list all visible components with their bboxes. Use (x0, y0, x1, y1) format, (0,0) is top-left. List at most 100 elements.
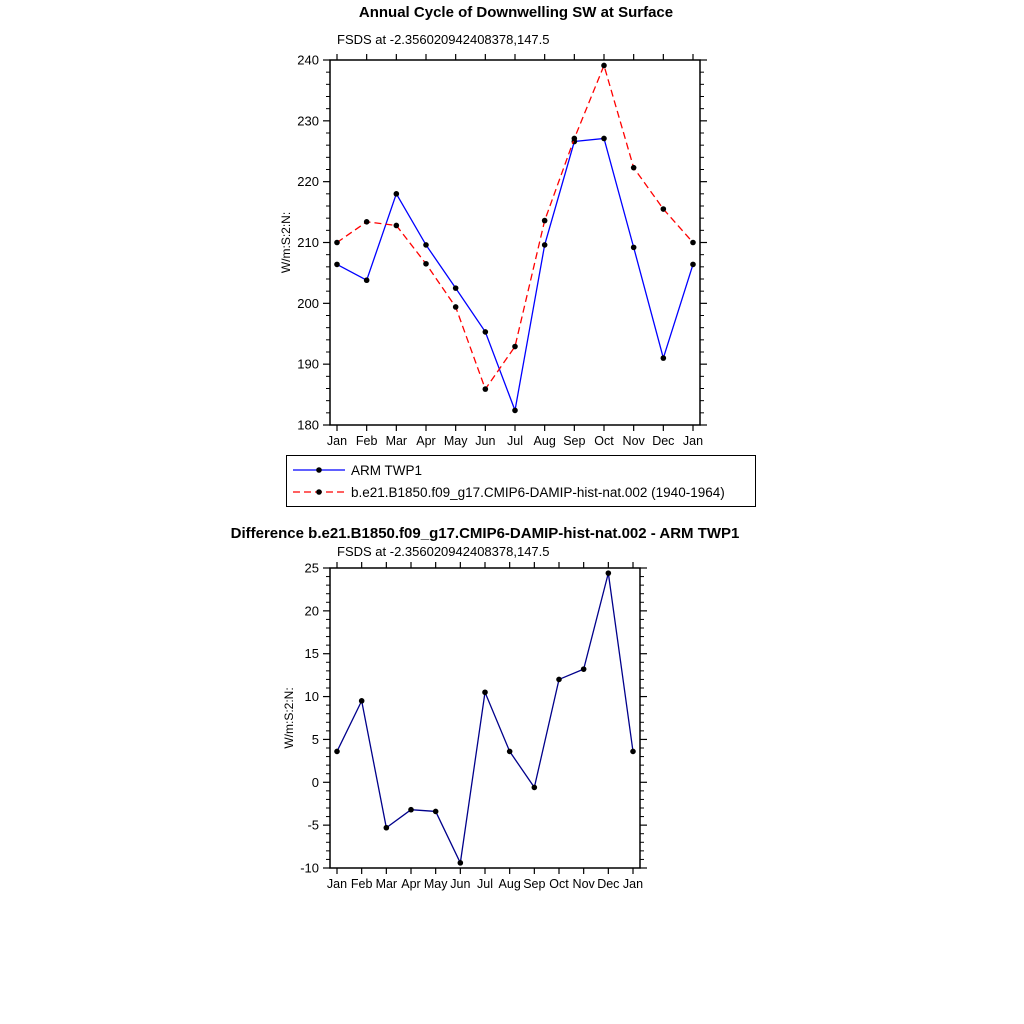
legend-line-sample-model (293, 489, 345, 495)
x-tick-label: Sep (563, 434, 585, 448)
x-tick-label: May (444, 434, 468, 448)
x-tick-label: Dec (597, 877, 619, 891)
data-point (660, 206, 667, 212)
x-tick-label: Nov (623, 434, 646, 448)
data-point (660, 355, 667, 361)
series-line-0 (336, 572, 634, 866)
data-point (605, 570, 612, 576)
data-point (512, 343, 518, 350)
y-tick-label: 10 (305, 689, 319, 704)
data-point (363, 277, 370, 284)
data-point (334, 261, 340, 268)
data-point (452, 304, 459, 310)
x-tick-label: Oct (594, 434, 614, 448)
x-tick-label: Sep (523, 877, 545, 891)
x-tick-label: Feb (356, 434, 378, 448)
data-point (556, 676, 562, 683)
data-point (482, 329, 489, 335)
y-tick-label: 240 (297, 53, 319, 68)
y-axis-title: W/m:S:2:N: (282, 687, 296, 748)
x-tick-label: Mar (376, 877, 398, 891)
y-tick-label: -5 (307, 818, 319, 833)
data-point (408, 806, 414, 813)
top-chart-subtitle: FSDS at -2.356020942408378,147.5 (337, 32, 550, 47)
data-point (630, 164, 637, 171)
y-axis-title: W/m:S:2:N: (279, 212, 293, 273)
y-tick-label: 190 (297, 357, 319, 372)
x-tick-label: Oct (549, 877, 569, 891)
y-tick-label: -10 (300, 861, 319, 876)
data-point (541, 217, 548, 224)
y-tick-label: 15 (305, 646, 319, 661)
x-tick-label: Jun (450, 877, 470, 891)
bottom-chart-title: Difference b.e21.B1850.f09_g17.CMIP6-DAM… (230, 525, 740, 542)
x-tick-label: Jul (507, 434, 523, 448)
x-tick-label: Jan (327, 877, 347, 891)
y-tick-label: 180 (297, 418, 319, 433)
plot-border (329, 567, 641, 869)
top-chart-canvas: 180 190 200 210 220 230 240 Jan Feb Mar Apr May Jun J… (279, 53, 707, 448)
x-tick-label: Jun (475, 434, 495, 448)
plot-border (329, 59, 701, 426)
data-point (506, 748, 513, 755)
data-point (630, 244, 637, 251)
x-tick-label: Mar (386, 434, 408, 448)
x-tick-label: Dec (652, 434, 674, 448)
top-chart-title: Annual Cycle of Downwelling SW at Surfac… (358, 4, 674, 21)
data-point (423, 260, 429, 267)
y-tick-label: 210 (297, 235, 319, 250)
x-tick-label: Apr (401, 877, 420, 891)
data-point (580, 666, 587, 672)
x-tick-label: Feb (351, 877, 373, 891)
data-point (512, 407, 518, 414)
y-tick-label: 200 (297, 296, 319, 311)
y-tick-label: 230 (297, 113, 319, 128)
series-line-0 (336, 137, 694, 413)
data-point (358, 698, 365, 704)
data-point (383, 824, 390, 831)
legend-line-sample-obs (293, 467, 345, 473)
x-tick-label: Jan (683, 434, 703, 448)
legend-label-obs: ARM TWP1 (351, 462, 423, 478)
data-point (482, 386, 489, 392)
legend-marker (316, 489, 322, 495)
data-point (690, 261, 696, 268)
data-point (393, 191, 400, 197)
x-tick-label: Jan (623, 877, 643, 891)
data-point (601, 62, 607, 69)
data-point (452, 285, 459, 291)
data-point (393, 222, 400, 229)
bottom-chart-subtitle: FSDS at -2.356020942408378,147.5 (337, 544, 550, 559)
data-point (601, 135, 607, 142)
y-tick-label: 220 (297, 174, 319, 189)
data-point (482, 689, 488, 696)
series-line-1 (336, 63, 694, 391)
bottom-chart-canvas: -10 -5 0 5 10 15 20 25 Jan Feb Mar Apr May Jun Jul Aug S… (282, 561, 647, 891)
data-point (334, 239, 340, 246)
data-point (531, 784, 538, 791)
data-point (457, 860, 464, 866)
legend-item-obs: ARM TWP1 (291, 459, 751, 481)
data-point (571, 135, 578, 142)
data-point (541, 242, 548, 248)
legend-item-model: b.e21.B1850.f09_g17.CMIP6-DAMIP-hist-nat… (291, 481, 751, 503)
y-tick-label: 20 (305, 603, 319, 618)
data-point (432, 808, 439, 815)
data-point (334, 748, 340, 755)
x-tick-label: Aug (534, 434, 556, 448)
x-tick-label: May (424, 877, 448, 891)
x-tick-label: Jan (327, 434, 347, 448)
y-tick-label: 25 (305, 561, 319, 576)
y-tick-label: 5 (312, 732, 319, 747)
legend-label-model: b.e21.B1850.f09_g17.CMIP6-DAMIP-hist-nat… (351, 484, 725, 500)
data-point (363, 219, 370, 225)
data-point (630, 748, 636, 755)
data-point (423, 242, 429, 248)
data-point (690, 239, 696, 246)
x-tick-label: Aug (499, 877, 521, 891)
x-tick-label: Jul (477, 877, 493, 891)
x-tick-label: Apr (416, 434, 435, 448)
y-tick-label: 0 (312, 775, 319, 790)
legend-box: ARM TWP1 b.e21.B1850.f09_g17.CMIP6-DAMIP… (286, 455, 756, 507)
